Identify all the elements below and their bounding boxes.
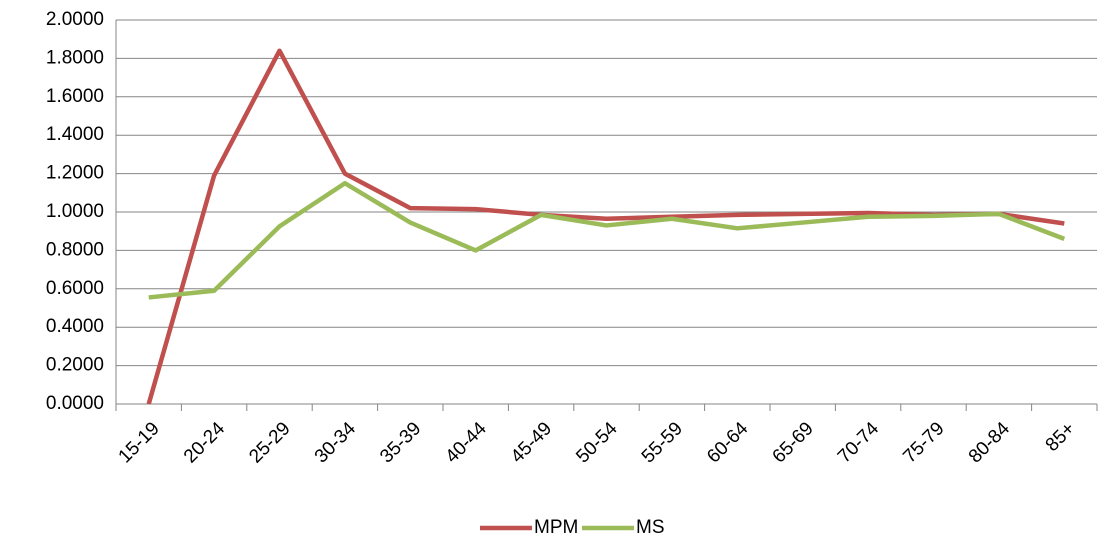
x-tick-label: 50-54 [572, 418, 622, 468]
x-tick-label: 85+ [1042, 418, 1080, 456]
y-tick-label: 1.8000 [46, 47, 104, 68]
y-tick-label: 0.0000 [46, 393, 104, 414]
y-tick-label: 2.0000 [46, 9, 104, 30]
y-tick-label: 0.2000 [46, 355, 104, 376]
x-tick-label: 65-69 [769, 418, 818, 467]
x-tick-label: 75-79 [899, 418, 948, 467]
x-tick-label: 40-44 [442, 418, 492, 468]
y-tick-label: 1.0000 [46, 201, 104, 222]
y-tick-label: 1.2000 [46, 163, 104, 184]
x-tick-label: 30-34 [311, 418, 361, 468]
legend-label: MPM [534, 517, 578, 538]
y-tick-label: 0.6000 [46, 278, 104, 299]
x-tick-label: 70-74 [834, 418, 884, 468]
x-tick-label: 20-24 [180, 418, 230, 468]
x-tick-label: 60-64 [703, 418, 753, 468]
line-series [148, 180, 1066, 300]
x-tick-label: 35-39 [376, 418, 425, 467]
x-tick-label: 15-19 [115, 418, 164, 467]
x-tick-label: 45-49 [507, 418, 556, 467]
x-tick-label: 25-29 [245, 418, 294, 467]
y-tick-label: 1.4000 [46, 124, 104, 145]
legend-label: MS [636, 517, 665, 538]
y-tick-label: 0.4000 [46, 316, 104, 337]
y-tick-label: 1.6000 [46, 86, 104, 107]
x-tick-label: 55-59 [638, 418, 687, 467]
y-tick-label: 0.8000 [46, 239, 104, 260]
x-tick-label: 80-84 [965, 418, 1015, 468]
